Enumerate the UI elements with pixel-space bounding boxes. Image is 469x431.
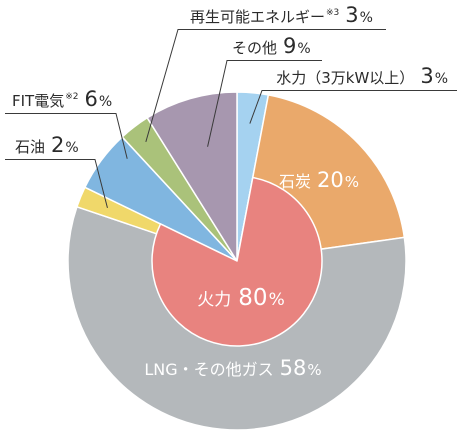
label-other: その他 9% (232, 36, 311, 57)
label-renewable-unit: % (359, 10, 373, 26)
label-fit-name: FIT電気 (12, 92, 65, 110)
label-thermal-unit: % (268, 290, 285, 310)
label-oil: 石油 2% (15, 135, 79, 156)
label-thermal-name: 火力 (197, 290, 232, 310)
label-hydro-name: 水力（3万kW以上） (276, 69, 415, 87)
label-hydro-unit: % (434, 71, 448, 87)
label-lng-gas-value: 58 (279, 356, 307, 380)
leader-other (207, 60, 322, 147)
leader-lines (5, 29, 457, 209)
label-oil-unit: % (65, 140, 79, 156)
label-coal-unit: % (344, 173, 360, 191)
label-fit: FIT電気※2 6% (12, 89, 112, 110)
label-other-unit: % (297, 41, 311, 57)
label-renewable-name: 再生可能エネルギー (190, 8, 326, 26)
label-fit-note: ※2 (65, 92, 79, 102)
leader-fit (5, 113, 128, 159)
label-oil-name: 石油 (15, 138, 46, 156)
label-renewable-value: 3 (345, 3, 359, 27)
leader-oil (5, 159, 108, 209)
slice-thermal (151, 176, 323, 347)
label-other-name: その他 (232, 39, 278, 57)
label-fit-value: 6 (84, 87, 98, 111)
slice-other (146, 91, 238, 262)
label-fit-unit: % (98, 94, 113, 110)
leader-renewable (145, 29, 386, 143)
label-renewable: 再生可能エネルギー※3 3% (190, 5, 373, 26)
label-hydro-value: 3 (420, 64, 434, 88)
label-coal-value: 20 (317, 168, 344, 192)
label-other-value: 9 (283, 34, 297, 58)
label-lng-gas-name: LNG・その他ガス (144, 360, 274, 379)
label-lng-gas-unit: % (307, 361, 322, 379)
label-thermal: 火力 80% (197, 287, 284, 310)
label-coal: 石炭 20% (279, 170, 359, 191)
inner-ring (151, 176, 323, 347)
label-thermal-value: 80 (238, 285, 268, 311)
leader-hydro (249, 90, 457, 124)
label-coal-name: 石炭 (278, 172, 312, 191)
label-renewable-note: ※3 (326, 8, 340, 18)
label-oil-value: 2 (51, 133, 65, 157)
label-lng-gas: LNG・その他ガス 58% (144, 358, 321, 379)
label-hydro: 水力（3万kW以上） 3% (276, 66, 448, 87)
